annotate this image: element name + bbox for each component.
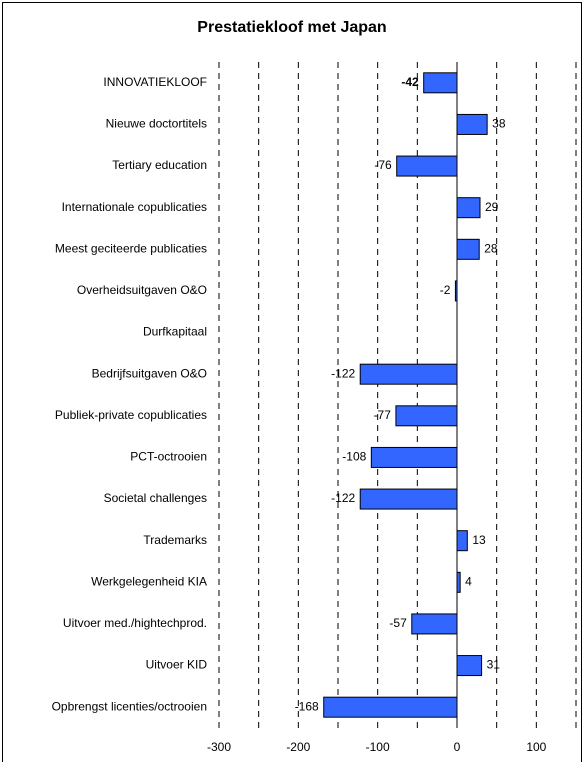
data-label: -2: [440, 283, 451, 297]
chart-title: Prestatiekloof met Japan: [197, 19, 386, 36]
bar: [456, 113, 488, 135]
x-tick-label: -100: [366, 740, 390, 754]
bar: [456, 197, 481, 219]
bar: [323, 696, 458, 718]
bar: [456, 238, 480, 260]
bar: [456, 530, 468, 552]
y-tick-label: Internationale copublicaties: [62, 200, 207, 214]
y-tick-label: Societal challenges: [104, 491, 207, 505]
data-label: -108: [342, 450, 366, 464]
y-tick-label: Durfkapitaal: [143, 325, 207, 339]
data-label: -168: [295, 699, 319, 713]
data-label: 4: [465, 574, 472, 588]
data-label: -77: [374, 408, 392, 422]
data-label: -76: [374, 158, 392, 172]
data-label: -122: [331, 366, 355, 380]
data-label: 38: [492, 117, 506, 131]
bar: [396, 155, 458, 177]
y-tick-label: Trademarks: [143, 533, 207, 547]
data-label: -42: [401, 75, 419, 89]
y-tick-label: Opbrengst licenties/octrooien: [52, 699, 207, 713]
y-tick-label: Werkgelegenheid KIA: [91, 574, 207, 588]
bar: [411, 613, 458, 635]
x-tick-label: -200: [286, 740, 310, 754]
data-label: 31: [487, 658, 501, 672]
y-tick-label: PCT-octrooien: [130, 450, 207, 464]
bar: [423, 72, 458, 94]
bar: [370, 446, 458, 468]
y-tick-label: Overheidsuitgaven O&O: [77, 283, 207, 297]
bar: [456, 571, 461, 593]
data-label: 13: [472, 533, 486, 547]
bar: [456, 655, 483, 677]
bar: [395, 405, 458, 427]
y-tick-label: Tertiary education: [112, 158, 207, 172]
y-tick-label: Uitvoer med./hightechprod.: [63, 616, 207, 630]
x-tick-label: 100: [526, 740, 546, 754]
y-tick-label: Uitvoer KID: [146, 658, 208, 672]
bar: [454, 280, 458, 302]
bar: [359, 363, 458, 385]
bar: [359, 488, 458, 510]
data-label: 29: [485, 200, 499, 214]
x-tick-label: -300: [207, 740, 231, 754]
x-tick-label: 0: [454, 740, 461, 754]
y-tick-label: Nieuwe doctortitels: [106, 117, 207, 131]
y-tick-label: INNOVATIEKLOOF: [103, 75, 207, 89]
data-label: -122: [331, 491, 355, 505]
data-label: -57: [389, 616, 407, 630]
data-label: 28: [484, 241, 498, 255]
y-tick-label: Meest geciteerde publicaties: [55, 241, 207, 255]
y-tick-label: Publiek-private copublicaties: [55, 408, 207, 422]
y-tick-label: Bedrijfsuitgaven O&O: [92, 366, 207, 380]
